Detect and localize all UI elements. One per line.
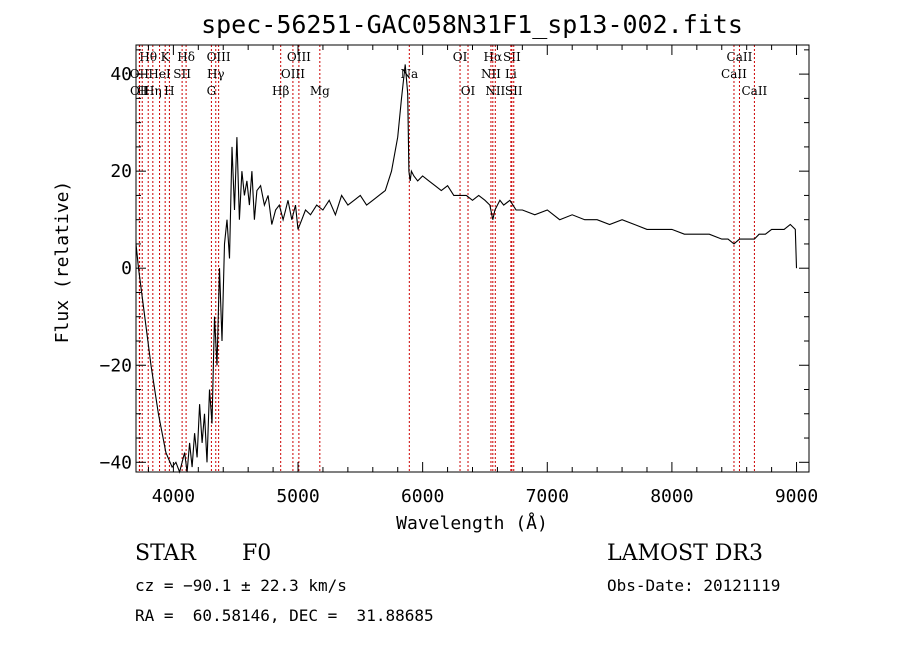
spectral-line-label: SII [503, 50, 521, 64]
redshift-value: cz = −90.1 ± 22.3 km/s [135, 576, 347, 595]
spectral-line-label: NII [485, 84, 505, 98]
spectral-line-label: CaII [721, 67, 747, 81]
spectral-line-label: SII [505, 84, 523, 98]
x-tick-label: 6000 [401, 486, 444, 507]
plot-frame [135, 44, 810, 473]
spectral-line-label: OI [453, 50, 468, 64]
x-axis-label: Wavelength (Å) [396, 512, 548, 534]
spectral-line-label: OI [461, 84, 476, 98]
object-class: STAR [135, 541, 196, 566]
x-tick-label: 7000 [526, 486, 569, 507]
spectral-line-label: OIII [207, 50, 231, 64]
spectral-line-label: Li [505, 67, 517, 81]
spectral-line-label: CaII [741, 84, 767, 98]
x-tick-label: 8000 [650, 486, 693, 507]
y-tick-label: 0 [121, 258, 132, 279]
spectral-line-label: SII [173, 67, 191, 81]
y-tick-label: 40 [110, 64, 132, 85]
survey-name: LAMOST DR3 [607, 541, 763, 566]
spectrum-line [135, 64, 798, 474]
x-axis-ticks: 4000 5000 6000 7000 8000 9000 [147, 45, 818, 507]
spectral-line-label: Hη [144, 84, 162, 98]
spectral-line-label: OII [130, 84, 150, 98]
spectral-line-label: CaII [727, 50, 753, 64]
y-tick-label: 20 [110, 161, 132, 182]
spectral-line-label: Hδ [177, 50, 195, 64]
sky-coordinates: RA = 60.58146, DEC = 31.88685 [135, 606, 434, 625]
spectral-line-label: H [164, 84, 174, 98]
spectral-subclass: F0 [242, 541, 272, 566]
spectral-line-label: OIII [287, 50, 311, 64]
spectral-line-label: H [137, 84, 147, 98]
spectral-line-label: G [207, 84, 217, 98]
observation-date: Obs-Date: 20121119 [607, 576, 781, 595]
spectral-line-label: Hα [484, 50, 503, 64]
spectral-line-label: NII [481, 67, 501, 81]
spectral-line-label: HeI [148, 67, 171, 81]
x-tick-label: 4000 [152, 486, 195, 507]
spectral-line-label: Hβ [272, 84, 289, 98]
y-tick-label: −20 [99, 355, 132, 376]
spectral-line-label: Hγ [207, 67, 225, 81]
spectral-line-label: Mg [310, 84, 330, 98]
spectral-line-label: OIII [281, 67, 305, 81]
chart-title: spec-56251-GAC058N31F1_sp13-002.fits [201, 10, 743, 39]
y-tick-label: −40 [99, 452, 132, 473]
y-axis-ticks: −40 −20 0 20 40 [99, 49, 809, 473]
x-tick-label: 9000 [775, 486, 818, 507]
x-tick-label: 5000 [276, 486, 319, 507]
y-axis-label: Flux (relative) [52, 181, 73, 344]
spectral-line-label: K [161, 50, 171, 64]
